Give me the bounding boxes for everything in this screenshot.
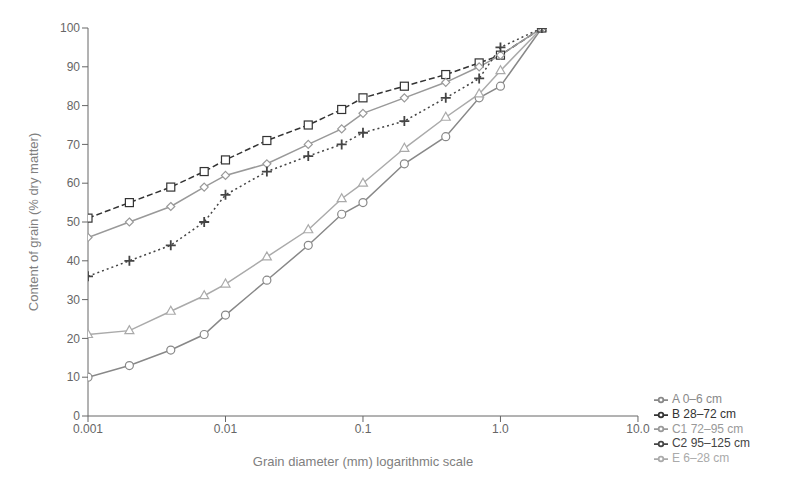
svg-text:Grain diameter (mm) logarithmi: Grain diameter (mm) logarithmic scale (253, 454, 473, 469)
svg-text:0.01: 0.01 (214, 422, 238, 436)
svg-text:Content of grain (% dry matter: Content of grain (% dry matter) (26, 133, 41, 311)
svg-text:30: 30 (67, 293, 81, 307)
svg-text:0.1: 0.1 (355, 422, 372, 436)
svg-text:70: 70 (67, 138, 81, 152)
svg-text:20: 20 (67, 332, 81, 346)
html-text:B 28–72 cm: B 28–72 cm (672, 406, 736, 421)
svg-text:10: 10 (67, 370, 81, 384)
svg-text:90: 90 (67, 60, 81, 74)
svg-text:60: 60 (67, 176, 81, 190)
svg-text:0.001: 0.001 (73, 422, 103, 436)
svg-text:10.0: 10.0 (626, 422, 650, 436)
html-text:C2 95–125 cm: C2 95–125 cm (672, 436, 750, 451)
svg-text:1.0: 1.0 (492, 422, 509, 436)
svg-text:100: 100 (60, 21, 80, 35)
svg-text:80: 80 (67, 99, 81, 113)
svg-text:50: 50 (67, 215, 81, 229)
html-text:E 6–28 cm: E 6–28 cm (672, 451, 730, 466)
html-text:A 0–6 cm: A 0–6 cm (672, 391, 722, 406)
html-text:C1 72–95 cm: C1 72–95 cm (672, 421, 744, 436)
svg-text:40: 40 (67, 254, 81, 268)
svg-text:0: 0 (73, 409, 80, 423)
